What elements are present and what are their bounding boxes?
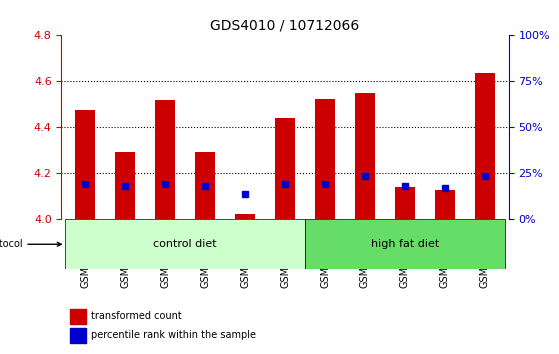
Text: growth protocol: growth protocol: [0, 239, 61, 249]
Bar: [195, 152, 215, 219]
Bar: [70, 328, 86, 343]
Bar: [395, 187, 415, 219]
Bar: [75, 110, 96, 219]
Bar: [275, 118, 295, 219]
Text: high fat diet: high fat diet: [371, 239, 439, 249]
Bar: [155, 100, 176, 219]
Text: control diet: control diet: [154, 239, 217, 249]
Bar: [115, 152, 135, 219]
Bar: [235, 214, 255, 219]
Bar: [475, 73, 495, 219]
Text: transformed count: transformed count: [91, 311, 181, 321]
Bar: [435, 190, 455, 219]
Text: percentile rank within the sample: percentile rank within the sample: [91, 330, 255, 341]
Bar: [70, 309, 86, 324]
FancyBboxPatch shape: [305, 219, 505, 269]
Bar: [315, 99, 335, 219]
Bar: [355, 93, 375, 219]
FancyBboxPatch shape: [65, 219, 305, 269]
Title: GDS4010 / 10712066: GDS4010 / 10712066: [211, 19, 359, 33]
